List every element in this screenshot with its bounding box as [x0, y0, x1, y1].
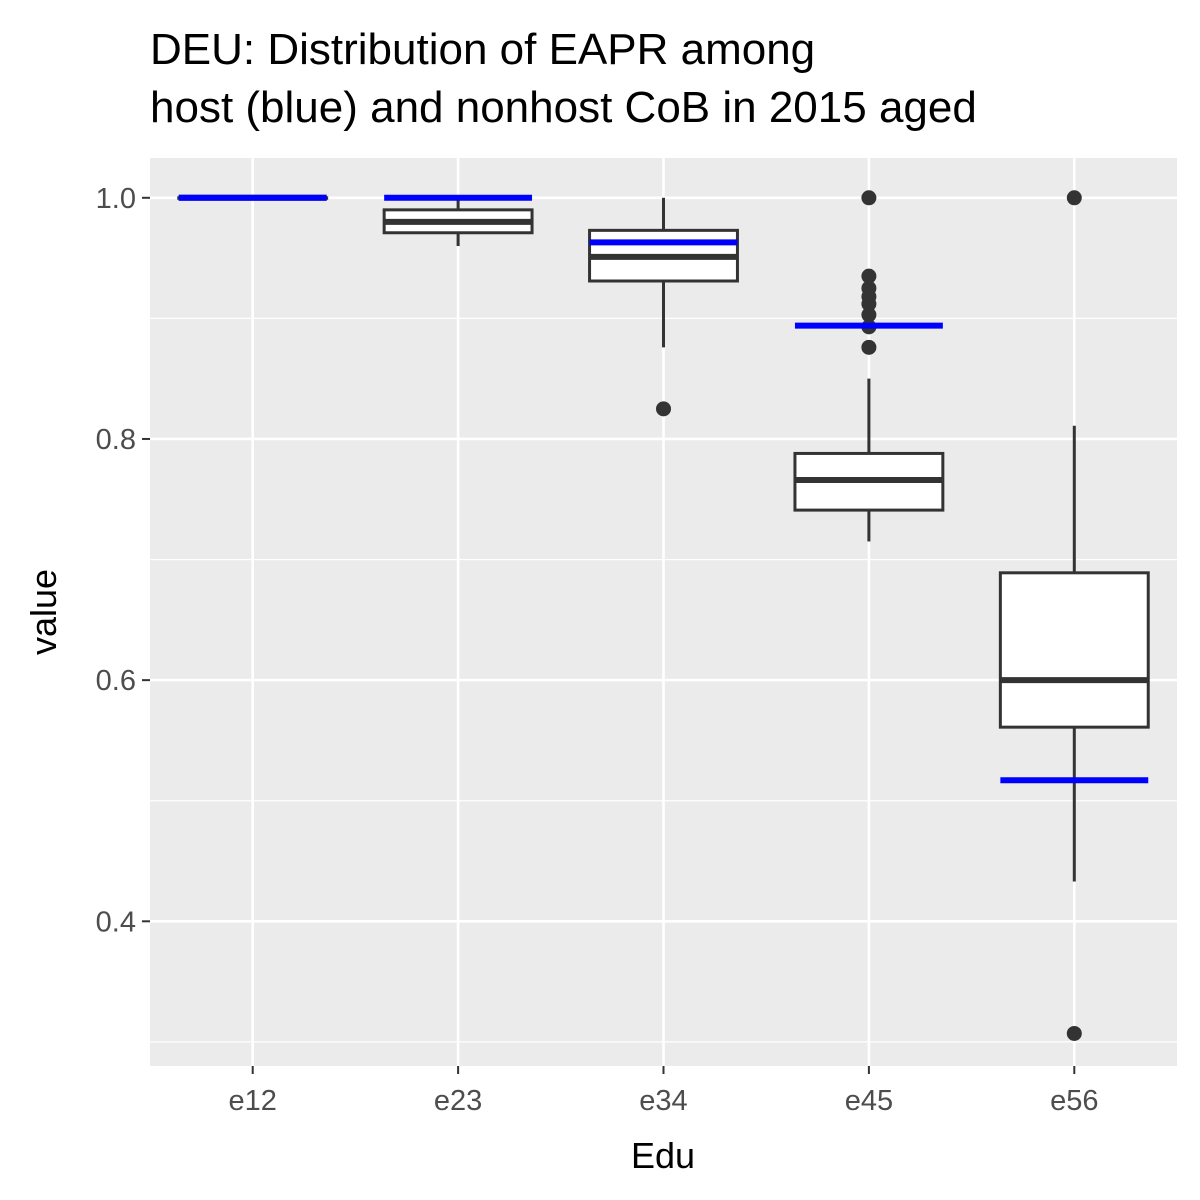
y-axis-title: value	[23, 569, 64, 655]
outlier-point-e45-1	[861, 268, 877, 284]
x-axis-ticks: e12 e23 e34 e45 e56	[229, 1066, 1098, 1117]
x-tick-label: e12	[229, 1085, 277, 1117]
outlier-point-e56-1	[1066, 1025, 1082, 1041]
y-tick-label: 1.0	[96, 183, 136, 215]
chart-title-line-1: DEU: Distribution of EAPR among	[150, 25, 815, 74]
y-tick-label: 0.4	[96, 906, 136, 938]
box-body-e56	[998, 571, 1150, 729]
outlier-point-e45-7	[861, 339, 877, 355]
outlier-point-e45-5	[861, 307, 877, 323]
box-e45	[793, 190, 945, 542]
x-tick-label: e34	[639, 1085, 687, 1117]
box-e23	[382, 197, 534, 247]
x-tick-label: e56	[1050, 1085, 1098, 1117]
outlier-point-e45-4	[861, 296, 877, 312]
y-tick-label: 0.8	[96, 424, 136, 456]
box-e56	[998, 190, 1150, 1041]
outlier-point-e56-0	[1066, 190, 1082, 206]
host-marker-layer	[178, 194, 1149, 784]
outlier-point-e34-0	[656, 401, 671, 417]
x-tick-label: e23	[434, 1085, 482, 1117]
chart-title-line-2: host (blue) and nonhost CoB in 2015 aged	[150, 83, 977, 132]
box-layer	[177, 190, 1150, 1041]
box-e34	[588, 197, 739, 417]
x-tick-label: e45	[845, 1085, 893, 1117]
outlier-point-e45-0	[861, 190, 877, 206]
y-axis-ticks: 0.4 0.6 0.8 1.0	[96, 183, 150, 938]
y-tick-label: 0.6	[96, 665, 136, 697]
x-axis-title: Edu	[631, 1135, 695, 1176]
